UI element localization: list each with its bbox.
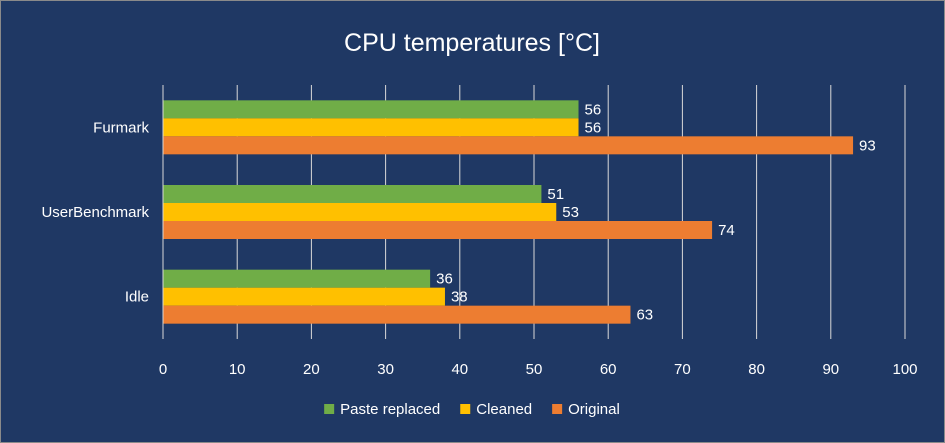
- legend-item: Original: [552, 401, 620, 418]
- bars: [163, 100, 854, 324]
- chart-title: CPU temperatures [°C]: [344, 29, 600, 57]
- x-tick-label: 50: [526, 361, 543, 378]
- bar: [163, 269, 431, 288]
- data-label: 93: [859, 137, 876, 154]
- x-tick-label: 10: [229, 361, 246, 378]
- bar: [163, 100, 579, 119]
- x-tick-label: 70: [674, 361, 691, 378]
- category-label: Idle: [125, 289, 149, 306]
- legend-swatch: [324, 404, 335, 414]
- legend-label: Cleaned: [476, 401, 532, 418]
- legend-item: Cleaned: [460, 401, 532, 418]
- x-tick-label: 100: [892, 361, 917, 378]
- legend-label: Original: [568, 401, 620, 418]
- axes: 0 10 20 30 40 50 60 70 80 90 100 Furmark UserBenchma…: [41, 85, 918, 378]
- data-label: 38: [451, 289, 468, 306]
- x-tick-label: 90: [822, 361, 839, 378]
- legend-swatch: [552, 404, 563, 414]
- legend-swatch: [460, 404, 471, 414]
- x-tick-label: 20: [303, 361, 320, 378]
- bar: [163, 185, 542, 203]
- data-label: 53: [562, 204, 579, 221]
- bar: [163, 136, 854, 155]
- x-tick-label: 30: [377, 361, 394, 378]
- x-tick-label: 80: [748, 361, 765, 378]
- bar: [163, 305, 631, 324]
- data-label: 51: [547, 186, 564, 203]
- bar: [163, 203, 557, 221]
- legend-item: Paste replaced: [324, 401, 440, 418]
- bar: [163, 287, 445, 306]
- data-label: 56: [585, 119, 602, 136]
- x-tick-label: 60: [600, 361, 617, 378]
- data-label: 56: [585, 101, 602, 118]
- bar: [163, 221, 713, 239]
- x-tick-label: 0: [159, 361, 167, 378]
- x-tick-label: 40: [451, 361, 468, 378]
- legend: Paste replaced Cleaned Original: [324, 401, 620, 418]
- category-label: UserBenchmark: [41, 204, 149, 221]
- legend-label: Paste replaced: [340, 401, 440, 418]
- category-label: Furmark: [93, 119, 149, 136]
- data-label: 63: [636, 307, 653, 324]
- bar: [163, 118, 579, 137]
- data-label: 74: [718, 222, 735, 239]
- data-label: 36: [436, 271, 453, 288]
